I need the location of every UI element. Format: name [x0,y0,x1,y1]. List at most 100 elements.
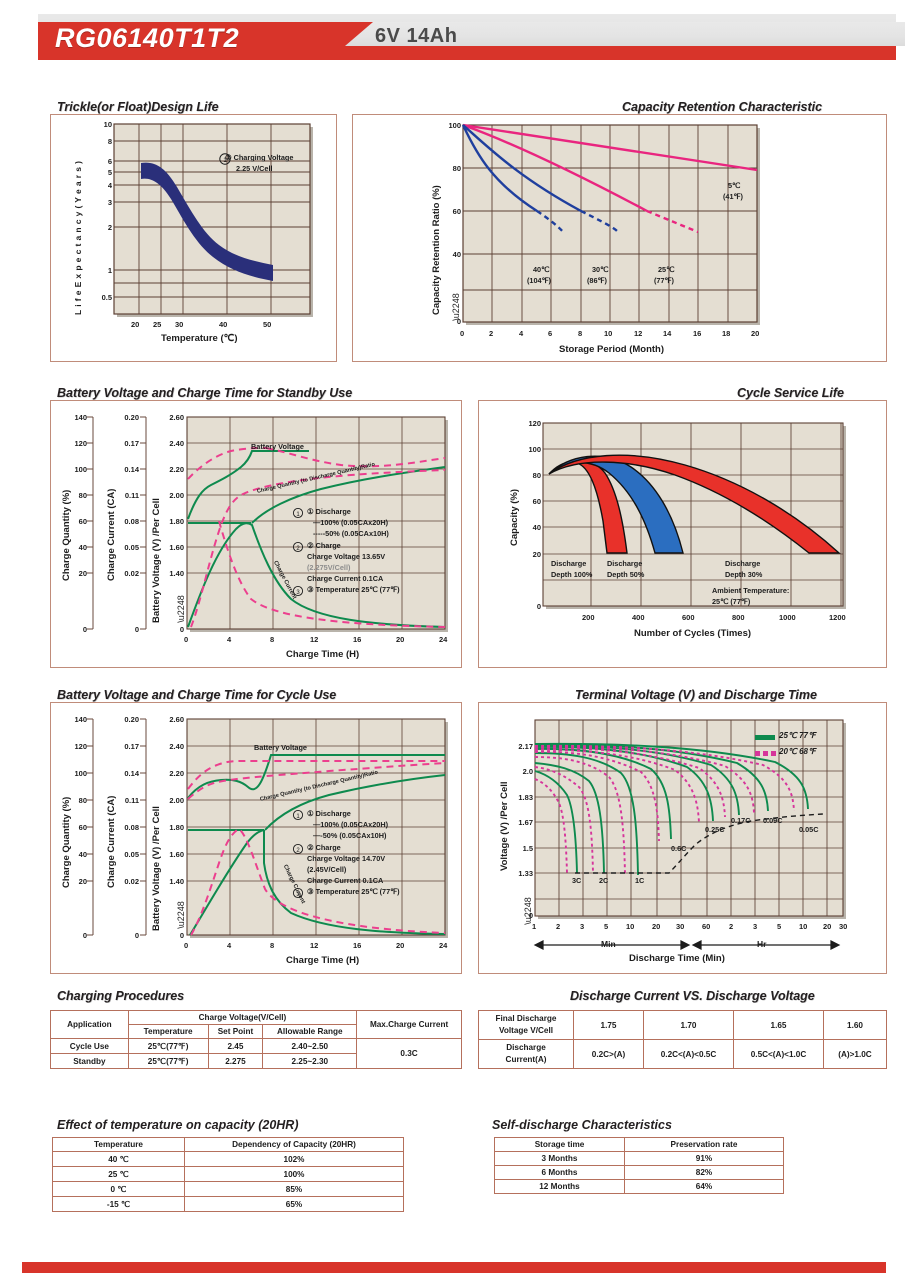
temp-row-m15-label: -15 ℃ [52,1196,185,1212]
standby-cc-008: 0.08 [124,517,139,526]
capacity-retention-chart: \u2248 [451,123,760,325]
cycleuse-bv-0: 0 [179,931,184,940]
charging-row-standby-temperature: 25℃(77℉) [127,1053,209,1069]
standby-cq-60: 60 [78,517,87,526]
cycleuse-bv-160: 1.60 [169,850,184,859]
charging-row-standby-range: 2.25~2.30 [262,1053,358,1069]
standby-battery-voltage-axis-title: Battery Voltage (V) /Per Cell [151,498,162,623]
terminal-rate-3c: 3C [572,876,582,885]
standby-note-charge-voltage: Charge Voltage 13.65V [307,552,386,561]
terminal-ytick-133: 1.33 [518,869,533,878]
table-subheader-row: Temperature Set Point Allowable Range [51,1024,462,1039]
terminal-xtick-5min: 5 [604,922,609,931]
charging-header-allowable-range: Allowable Range [262,1024,358,1039]
terminal-xtick-10min: 10 [626,922,635,931]
cycle-life-ytick-100: 100 [528,445,541,454]
standby-cc-0: 0 [134,625,139,634]
cycleuse-note-charge: ② Charge [307,843,341,852]
table-row: Cycle Use 25℃(77℉) 2.45 2.40~2.50 0.3C [50,1038,462,1069]
retention-y-axis-title: Capacity Retention Ratio (%) [431,185,442,315]
cycle-life-ambient-temp-line1: Ambient Temperature: [712,586,790,595]
table-header-row: Application Charge Voltage(V/Cell) Max.C… [50,1010,462,1039]
discharge-rowlabel-final-voltage-line2: Voltage V/Cell [499,1026,553,1035]
battery-spec-label: 6V 14Ah [375,25,458,47]
standby-note-50pct: -----50% (0.05CAx10H) [313,529,389,538]
standby-xtick-24: 24 [439,635,448,644]
trickle-y-axis-title: L i f e E x p e c t a n c y ( Y e a r s … [73,160,83,315]
capacity-retention-title: Capacity Retention Characteristic [622,100,823,114]
trickle-design-life-chart: 1 [113,123,313,317]
terminal-rate-025c: 0.25C [705,825,725,834]
terminal-range-label-hr: Hr [757,939,767,949]
svg-text:1: 1 [223,157,227,164]
terminal-voltage-title: Terminal Voltage (V) and Discharge Time [575,688,817,702]
temp-header-dependency: Dependency of Capacity (20HR) [184,1137,404,1152]
retention-label-25c-line1: 25℃ [658,265,675,274]
discharge-rowlabel-current-line1: Discharge [506,1043,546,1052]
standby-note-charge-voltage-cell: (2.275V/Cell) [307,563,351,572]
standby-cq-40: 40 [78,543,87,552]
terminal-xtick-30min: 30 [676,922,685,931]
retention-ytick-60: 60 [452,207,461,216]
svg-text:\u2248: \u2248 [523,897,533,925]
cycleuse-bv-140: 1.40 [169,877,184,886]
terminal-xtick-2hr: 2 [729,922,734,931]
standby-use-chart: \u2248 1 2 3 [87,416,448,632]
cycle-life-ytick-60: 60 [532,497,541,506]
cycleuse-battery-voltage-axis-title: Battery Voltage (V) /Per Cell [151,806,162,931]
cycle-life-xtick-800: 800 [732,613,745,622]
cycleuse-note-charge-voltage: Charge Voltage 14.70V [307,854,386,863]
cycle-life-ytick-40: 40 [532,523,541,532]
cycleuse-cc-0: 0 [134,931,139,940]
standby-xtick-8: 8 [270,635,275,644]
svg-text:2: 2 [296,848,300,854]
table-row: 0 ℃ 85% [52,1181,404,1197]
terminal-rate-009c: 0.09C [763,816,783,825]
terminal-legend-25c: 25℃ 77℉ [779,731,816,740]
charging-row-cycle-temperature: 25℃(77℉) [127,1038,209,1054]
retention-ytick-0: 0 [456,317,461,326]
discharge-rowlabel-final-voltage-line1: Final Discharge [495,1014,557,1023]
terminal-x-axis-title: Discharge Time (Min) [629,953,725,964]
terminal-ytick-200: 2.0 [522,767,533,776]
table-row: 3 Months 91% [494,1151,784,1166]
terminal-xtick-5hr: 5 [777,922,782,931]
cycle-life-ambient-temp-line2: 25℃ (77℉) [712,597,751,606]
terminal-xtick-20min: 20 [652,922,661,931]
cycleuse-cc-017: 0.17 [124,742,139,751]
cycleuse-note-charge-current: Charge Current 0.1CA [307,876,384,885]
cycleuse-cc-002: 0.02 [124,877,139,886]
cycleuse-cc-011: 0.11 [124,796,139,805]
standby-cq-20: 20 [78,569,87,578]
table-row: Standby 25℃(77℉) 2.275 2.25~2.30 [50,1053,462,1069]
svg-text:3: 3 [296,892,300,898]
cycleuse-charge-current-axis-title: Charge Current (CA) [106,795,117,888]
discharge-final-voltage-2: 1.70 [643,1010,734,1040]
selfdischarge-header-storage-time: Storage time [494,1137,625,1152]
temp-row-0-value: 85% [184,1181,404,1197]
standby-note-charge-current: Charge Current 0.1CA [307,574,384,583]
charging-row-cycle-range: 2.40~2.50 [262,1038,358,1054]
terminal-xtick-30hr: 30 [839,922,848,931]
standby-cq-120: 120 [74,439,87,448]
terminal-y-axis-title: Voltage (V) /Per Cell [499,781,510,871]
terminal-voltage-chart: \u2248 [523,719,846,950]
table-header-row: Temperature Dependency of Capacity (20HR… [52,1137,404,1152]
discharge-current-table: Final Discharge Voltage V/Cell 1.75 1.70… [478,1010,887,1069]
cycle-life-x-axis-title: Number of Cycles (Times) [634,628,752,639]
cycle-service-life-panel: 120 100 80 60 40 20 0 Capacity (%) 200 4… [478,400,887,668]
standby-cc-005: 0.05 [124,543,139,552]
standby-note-charge: ② Charge [307,541,341,550]
standby-note-discharge: ① Discharge [307,507,351,516]
retention-xtick-8: 8 [578,329,583,338]
temp-row-40-value: 102% [184,1151,404,1167]
charging-header-max-current: Max.Charge Current [356,1010,462,1039]
selfdischarge-row-12m-label: 12 Months [494,1179,625,1194]
svg-text:3: 3 [296,590,300,596]
terminal-legend-20c: 20℃ 68℉ [779,747,816,756]
terminal-ytick-217: 2.17 [518,742,533,751]
terminal-ytick-0: 0 [528,911,533,920]
terminal-xtick-1min: 1 [532,922,537,931]
trickle-x-axis-title: Temperature (℃) [161,333,238,344]
cycleuse-cq-100: 100 [74,769,87,778]
